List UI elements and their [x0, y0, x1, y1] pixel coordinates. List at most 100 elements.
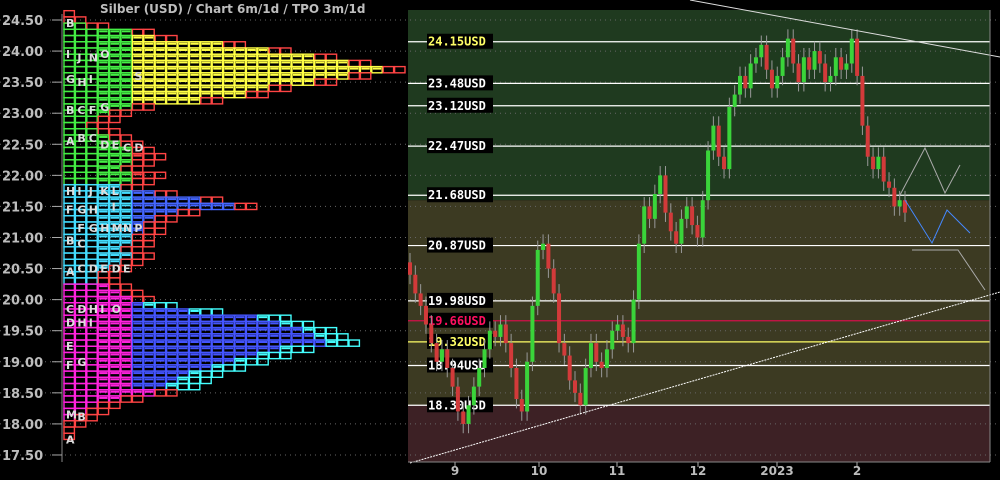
tpo-box [97, 215, 110, 223]
tpo-fill [236, 48, 245, 51]
candle-down [461, 411, 466, 424]
candle-down [881, 156, 886, 182]
tpo-fill [190, 309, 199, 312]
candle-up [631, 299, 636, 344]
tpo-fill [156, 341, 165, 344]
tpo-box [302, 78, 315, 86]
tpo-box [143, 345, 155, 354]
candle-up [588, 343, 593, 368]
tpo-box [279, 314, 292, 323]
tpo-fill [167, 378, 176, 381]
tpo-fill [133, 55, 142, 58]
tpo-fill [144, 86, 154, 89]
tpo-box [359, 59, 372, 68]
tpo-box [131, 84, 144, 93]
tpo-box [165, 370, 178, 378]
resistance-trendline [689, 0, 1000, 58]
y-tick-label: 23.50 [2, 76, 43, 91]
tpo-box [120, 78, 133, 86]
tpo-fill [247, 73, 256, 76]
tpo-fill [110, 229, 119, 232]
tpo-fill [110, 260, 119, 263]
tpo-box [279, 65, 292, 74]
tpo-box [86, 407, 98, 416]
tpo-fill [99, 61, 108, 64]
tpo-fill [258, 73, 268, 76]
tpo-box [268, 320, 281, 329]
candle-down [903, 200, 907, 213]
tpo-letter: E [112, 138, 120, 151]
tpo-fill [110, 254, 119, 257]
tpo-box [108, 28, 121, 37]
candle-down [519, 399, 524, 412]
tpo-fill [110, 390, 119, 393]
tpo-box [143, 314, 155, 323]
tpo-fill [110, 73, 119, 76]
tpo-box [165, 345, 178, 354]
tpo-letter: C [77, 104, 85, 117]
tpo-fill [99, 229, 108, 232]
price-level-label: 19.66USD [428, 314, 486, 328]
tpo-box [302, 65, 315, 74]
tpo-fill [144, 98, 154, 101]
tpo-letter: D [112, 263, 121, 276]
candle-down [764, 44, 769, 70]
candle-down [817, 51, 822, 64]
tpo-box [348, 339, 361, 347]
tpo-box [393, 65, 406, 74]
tpo-box [63, 128, 76, 136]
tpo-box [131, 289, 144, 298]
tpo-fill [110, 378, 119, 381]
tpo-letter: I [112, 200, 116, 213]
tpo-fill [110, 328, 119, 331]
tpo-fill [122, 198, 131, 201]
tpo-box [211, 333, 224, 341]
tpo-box [257, 326, 269, 335]
tpo-box [97, 239, 110, 248]
tpo-box [86, 413, 98, 422]
tpo-letter: A [66, 135, 75, 148]
price-label-bg [427, 292, 493, 308]
tpo-letter: S [134, 70, 142, 83]
tpo-box [63, 283, 76, 292]
tpo-box [257, 339, 269, 347]
tpo-fill [190, 198, 199, 201]
tpo-box [120, 308, 133, 316]
tpo-box [268, 59, 281, 68]
tpo-fill [190, 86, 199, 89]
tpo-fill [144, 198, 154, 201]
candle-down [509, 343, 514, 368]
tpo-box [97, 22, 110, 31]
tpo-letter: C [66, 303, 74, 316]
tpo-box [200, 314, 212, 323]
tpo-box [131, 196, 144, 205]
tpo-box [268, 345, 281, 354]
tpo-box [200, 196, 212, 205]
tpo-box [86, 283, 98, 292]
tpo-fill [99, 42, 108, 45]
tpo-box [108, 84, 121, 93]
tpo-letter: O [112, 303, 121, 316]
tpo-fill [224, 347, 233, 350]
tpo-fill [99, 384, 108, 387]
tpo-fill [99, 222, 108, 225]
candle-down [429, 324, 434, 344]
tpo-box [120, 59, 133, 68]
tpo-box [302, 339, 315, 347]
tpo-box [177, 53, 190, 62]
tpo-fill [133, 309, 142, 312]
tpo-box [131, 202, 144, 211]
tpo-box [108, 382, 121, 391]
y-tick-label: 20.00 [2, 294, 43, 309]
tpo-box [268, 314, 281, 323]
tpo-box [165, 72, 178, 80]
tpo-box [86, 177, 98, 186]
candle-up [849, 38, 854, 64]
tpo-fill [110, 160, 119, 163]
tpo-box [188, 345, 201, 354]
tpo-box [131, 28, 144, 37]
tpo-box [108, 333, 121, 341]
tpo-box [108, 364, 121, 372]
tpo-box [108, 128, 121, 136]
